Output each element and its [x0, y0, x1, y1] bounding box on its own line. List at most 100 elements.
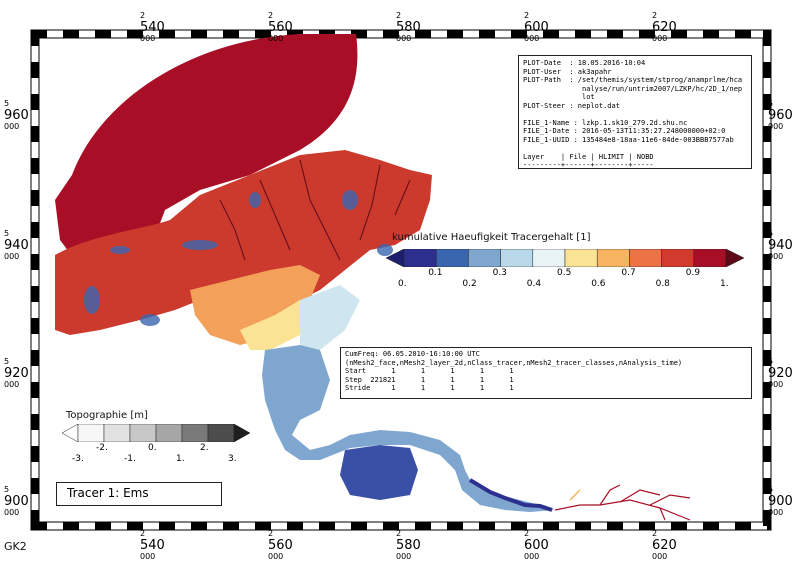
- frame-segment: [763, 126, 771, 142]
- frame-segment: [607, 522, 623, 530]
- frame-segment: [63, 30, 79, 38]
- frame-segment: [415, 522, 431, 530]
- x-tick-bottom-3: 2 580 000: [396, 529, 421, 561]
- frame-segment: [127, 522, 143, 530]
- tracer-colorbar-lower-label: 0.6: [591, 279, 606, 289]
- plot-info-line: PLOT-Steer : neplot.dat: [523, 101, 620, 110]
- river-tributary-upper: [569, 489, 581, 501]
- plot-info-line: lot: [523, 93, 595, 101]
- orange-mixing-zone: [190, 265, 320, 345]
- plot-info-line: FILE_1-Name : lzkp.1.sk10_279.2d.shu.nc: [523, 118, 688, 127]
- topo-colorbar-cell: [181, 424, 209, 442]
- y-tick-left-4: 5 900 000: [4, 485, 29, 517]
- frame-segment: [763, 446, 771, 462]
- frame-segment: [763, 222, 771, 238]
- plot-info-line: ---------+------+--------+-----: [523, 161, 654, 169]
- topo-colorbar-lower-label: 1.: [176, 454, 185, 464]
- tracer-colorbar-lower-label: 0.2: [462, 279, 477, 289]
- cumfreq-info-line: (nMesh2_face,nMesh2_layer_2d,nClass_trac…: [345, 358, 683, 367]
- frame-segment: [191, 522, 207, 530]
- river-tributaries: [554, 484, 691, 521]
- y-tick-left-3: 5 920 000: [4, 357, 29, 389]
- frame-segment: [351, 522, 367, 530]
- frame-segment: [127, 30, 143, 38]
- tracer-colorbar-title: kumulative Haeufigkeit Tracergehalt [1]: [392, 232, 591, 243]
- frame-segment: [763, 414, 771, 430]
- frame-segment: [575, 522, 591, 530]
- frame-segment: [763, 318, 771, 334]
- frame-segment: [31, 158, 39, 174]
- tracer-colorbar-cell: [693, 249, 727, 267]
- frame-segment: [383, 30, 399, 38]
- tracer-colorbar-lower-label: 0.: [398, 279, 407, 289]
- topo-colorbar-cell: [155, 424, 183, 442]
- frame-segment: [511, 522, 527, 530]
- frame-segment: [319, 522, 335, 530]
- x-tick-bottom-1: 2 540 000: [140, 529, 165, 561]
- x-tick-top-2: 2 560 000: [268, 11, 293, 43]
- x-tick-top-4: 2 600 000: [524, 11, 549, 43]
- x-tick-bottom-5: 2 620 000: [652, 529, 677, 561]
- frame-segment: [223, 30, 239, 38]
- frame-segment: [31, 126, 39, 142]
- tracer-colorbar-cell: [564, 249, 598, 267]
- frame-segment: [95, 30, 111, 38]
- frame-segment: [763, 350, 771, 366]
- frame-segment: [31, 222, 39, 238]
- tracer-colorbar-upper-label: 0.9: [685, 268, 701, 278]
- frame-segment: [671, 30, 687, 38]
- frame-segment: [575, 30, 591, 38]
- frame-segment: [31, 62, 39, 78]
- frame-segment: [735, 522, 751, 530]
- frame-segment: [31, 350, 39, 366]
- frame-segment: [191, 30, 207, 38]
- tracer-colorbar-cell: [629, 249, 662, 267]
- plot-info-lines: PLOT-Date : 18.05.2016-10:04 PLOT-User : …: [523, 59, 747, 169]
- tracer-colorbar-cell: [468, 249, 501, 267]
- tracer-colorbar-lower-label: 1.: [720, 279, 729, 289]
- colorbar-cells: [403, 249, 727, 267]
- x-tick-top-5: 2 620 000: [652, 11, 677, 43]
- frame-segment: [255, 522, 271, 530]
- topo-colorbar-upper-label: 2.: [200, 443, 209, 453]
- topo-colorbar-lower-label: 3.: [228, 454, 237, 464]
- frame-segment: [287, 522, 303, 530]
- y-tick-left-2: 5 940 000: [4, 229, 29, 261]
- frame-segment: [95, 522, 111, 530]
- plot-info-line: [523, 144, 747, 153]
- tracer-colorbar-cell: [500, 249, 534, 267]
- topo-under-triangle: [62, 424, 79, 442]
- y-tick-left-1: 5 960 000: [4, 99, 29, 131]
- frame-segment: [763, 30, 771, 46]
- plot-info-line: FILE_1-UUID : 135484e8-18aa-11e6-84de-00…: [523, 135, 734, 144]
- frame-segment: [763, 254, 771, 270]
- frame-segment: [223, 522, 239, 530]
- topo-colorbar-cell: [103, 424, 131, 442]
- frame-segment: [543, 522, 559, 530]
- topo-colorbar-lower-label: -3.: [72, 454, 84, 464]
- tracer-colorbar-upper-label: 0.1: [428, 268, 443, 278]
- cumfreq-info-line: Step 221821 1 1 1 1: [345, 375, 514, 384]
- wadden-mixed-zone: [55, 150, 432, 335]
- x-tick-top-3: 2 580 000: [396, 11, 421, 43]
- cumfreq-info-line: CumFreq: 06.05.2010-16:10:00 UTC: [345, 350, 480, 358]
- frame-segment: [763, 158, 771, 174]
- frame-segment: [671, 522, 687, 530]
- frame-segment: [31, 382, 39, 398]
- frame-segment: [763, 286, 771, 302]
- plot-info-line: PLOT-Path : /set/themis/system/stprog/an…: [523, 76, 743, 84]
- estuary-light: [300, 285, 360, 350]
- dollart-bay: [340, 445, 418, 500]
- x-tick-bottom-4: 2 600 000: [524, 529, 549, 561]
- river-ems: [468, 478, 553, 512]
- frame-segment: [511, 30, 527, 38]
- tracer-label-text: Tracer 1: Ems: [67, 486, 149, 500]
- frame-segment: [479, 30, 495, 38]
- topo-colorbar-upper-label: -2.: [96, 443, 108, 453]
- outer-sea-area: [55, 34, 358, 270]
- frame-segment: [31, 318, 39, 334]
- frame-segment: [415, 30, 431, 38]
- plot-info-line: PLOT-Date : 18.05.2016-10:04: [523, 59, 646, 67]
- frame-segment: [543, 30, 559, 38]
